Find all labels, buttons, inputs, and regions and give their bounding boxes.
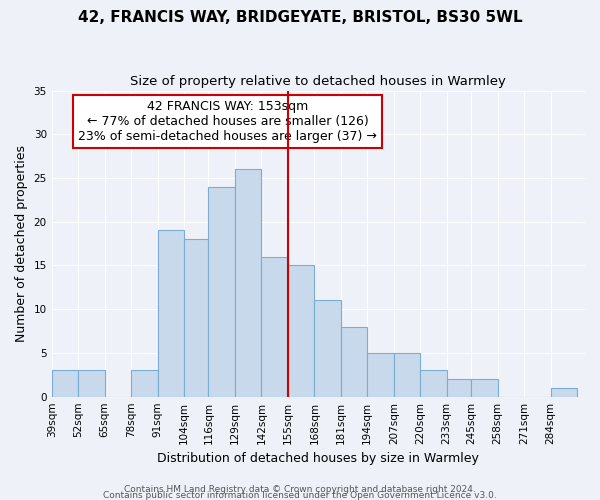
X-axis label: Distribution of detached houses by size in Warmley: Distribution of detached houses by size … [157,452,479,465]
Bar [551,388,577,396]
Title: Size of property relative to detached houses in Warmley: Size of property relative to detached ho… [130,75,506,88]
Y-axis label: Number of detached properties: Number of detached properties [15,145,28,342]
Bar [420,370,447,396]
Bar [235,170,262,396]
Bar [158,230,184,396]
Text: Contains HM Land Registry data © Crown copyright and database right 2024.: Contains HM Land Registry data © Crown c… [124,484,476,494]
Text: Contains public sector information licensed under the Open Government Licence v3: Contains public sector information licen… [103,490,497,500]
Text: 42 FRANCIS WAY: 153sqm
← 77% of detached houses are smaller (126)
23% of semi-de: 42 FRANCIS WAY: 153sqm ← 77% of detached… [78,100,377,142]
Bar [262,256,288,396]
Bar [288,266,314,396]
Bar [208,187,235,396]
Bar [341,326,367,396]
Bar [184,239,208,396]
Bar [52,370,78,396]
Bar [447,379,471,396]
Bar [471,379,497,396]
Bar [131,370,158,396]
Bar [314,300,341,396]
Bar [78,370,104,396]
Bar [367,353,394,397]
Bar [394,353,420,397]
Text: 42, FRANCIS WAY, BRIDGEYATE, BRISTOL, BS30 5WL: 42, FRANCIS WAY, BRIDGEYATE, BRISTOL, BS… [77,10,523,25]
